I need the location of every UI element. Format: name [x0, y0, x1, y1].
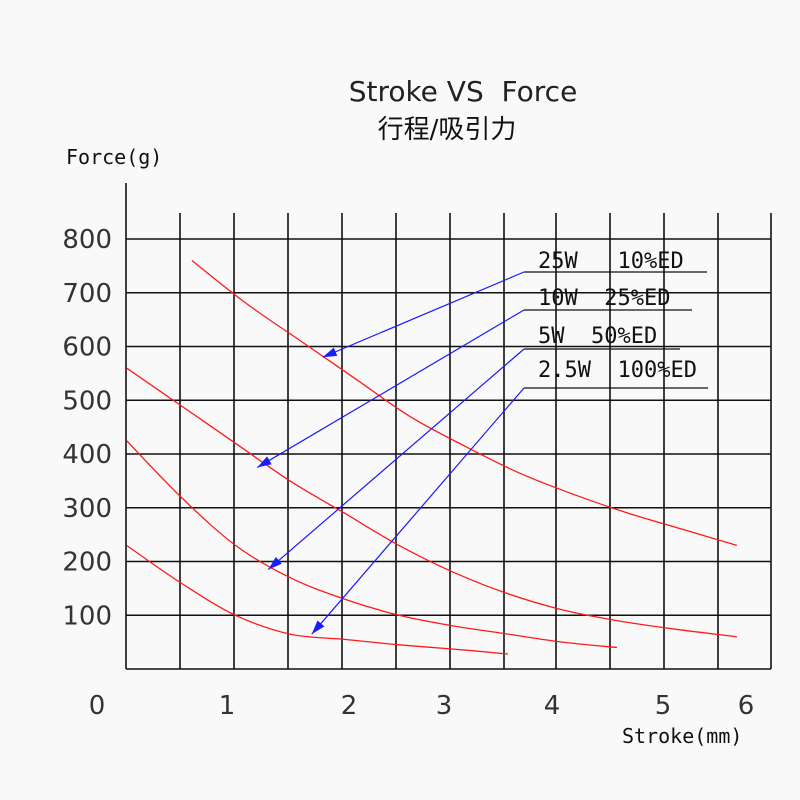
x-tick-label-3: 3 — [436, 691, 453, 721]
pointer-line-3 — [311, 387, 525, 635]
series-curve-0 — [191, 259, 738, 547]
x-tick-label-2: 2 — [341, 691, 358, 721]
y-tick-labels: 100 200 300 400 500 600 700 800 — [62, 225, 112, 631]
x-tick-label-5: 5 — [655, 691, 672, 721]
legend-label-0: 25W 10%ED — [538, 249, 684, 274]
legend-pointers — [256, 271, 525, 635]
y-tick-label-800: 800 — [62, 225, 112, 255]
legend-label-1: 10W 25%ED — [538, 286, 670, 311]
series-curves — [126, 259, 738, 655]
pointer-arrowhead-0 — [322, 347, 338, 358]
y-tick-label-700: 700 — [62, 279, 112, 309]
grid — [125, 183, 772, 670]
legend-label-3: 2.5W 100%ED — [538, 358, 697, 383]
legend: 25W 10%ED 10W 25%ED 5W 50%ED 2.5W 100%ED — [524, 249, 708, 389]
pointer-line-1 — [256, 309, 525, 468]
chart-subtitle: 行程/吸引力 — [378, 115, 517, 145]
x-tick-labels: 0 1 2 3 4 5 6 — [89, 691, 755, 721]
series-curve-3 — [126, 544, 509, 655]
x-tick-label-1: 1 — [219, 691, 236, 721]
series-curve-1 — [126, 367, 737, 638]
series-curve-2 — [126, 440, 618, 649]
pointer-line-0 — [322, 271, 525, 358]
y-tick-label-200: 200 — [62, 548, 112, 578]
y-tick-label-300: 300 — [62, 494, 112, 524]
y-tick-label-500: 500 — [62, 386, 112, 416]
y-tick-label-600: 600 — [62, 333, 112, 363]
pointer-arrowhead-1 — [257, 456, 272, 468]
y-tick-label-100: 100 — [62, 601, 112, 631]
y-tick-label-400: 400 — [62, 440, 112, 470]
y-axis-title: Force(g) — [66, 145, 162, 169]
x-tick-label-4: 4 — [544, 691, 561, 721]
pointer-line-2 — [267, 348, 525, 571]
pointer-arrowhead-2 — [268, 557, 282, 570]
pointer-arrowhead-3 — [311, 620, 325, 635]
chart-title: Stroke VS Force — [349, 75, 578, 108]
x-axis-title: Stroke(mm) — [622, 724, 742, 748]
legend-label-2: 5W 50%ED — [538, 324, 657, 349]
x-tick-label-6: 6 — [738, 691, 755, 721]
x-tick-label-0: 0 — [89, 691, 106, 721]
